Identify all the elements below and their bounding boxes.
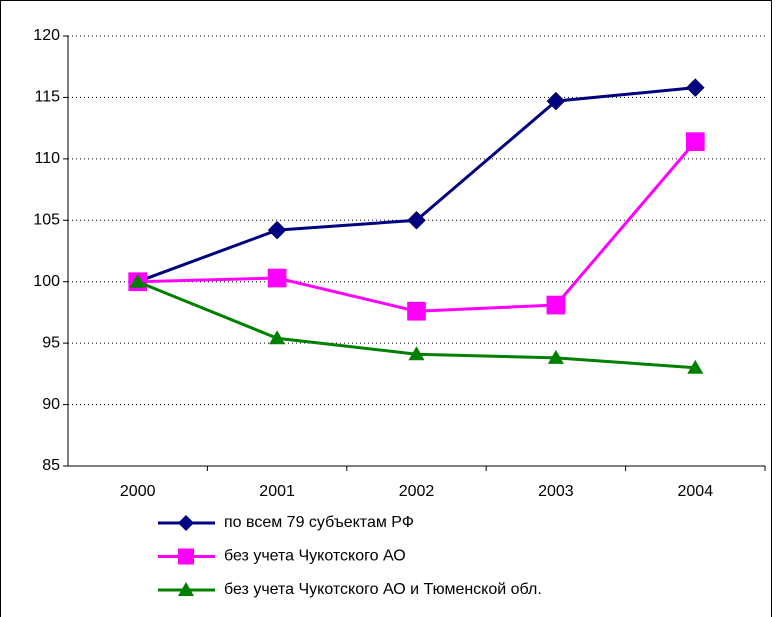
- y-tick-label: 105: [33, 212, 60, 229]
- marker: [267, 268, 287, 288]
- marker: [685, 132, 705, 152]
- x-tick-label: 2003: [538, 483, 574, 500]
- y-tick-label: 120: [33, 27, 60, 44]
- marker: [129, 273, 146, 288]
- y-tick-label: 110: [34, 150, 60, 167]
- x-tick-label: 2000: [120, 483, 156, 500]
- marker: [546, 295, 566, 315]
- legend-marker: [178, 548, 194, 565]
- marker: [685, 78, 705, 97]
- legend-label: без учета Чукотского АО: [224, 548, 406, 565]
- marker: [407, 301, 426, 321]
- marker: [687, 359, 704, 374]
- legend-label: без учета Чукотского АО и Тюменской обл.: [224, 581, 542, 598]
- y-tick-label: 90: [42, 396, 60, 413]
- y-tick-label: 85: [42, 457, 60, 474]
- marker: [267, 220, 287, 240]
- x-tick-label: 2001: [259, 483, 295, 500]
- y-tick-label: 95: [42, 334, 60, 351]
- x-tick-label: 2004: [678, 483, 714, 500]
- y-tick-label: 115: [34, 89, 60, 106]
- y-tick-label: 100: [33, 273, 60, 290]
- legend-marker: [178, 582, 194, 596]
- x-tick-label: 2002: [399, 483, 435, 500]
- marker: [408, 346, 425, 361]
- legend-marker: [178, 515, 194, 531]
- legend-label: по всем 79 субъектам РФ: [224, 514, 414, 531]
- marker: [407, 210, 426, 230]
- marker: [546, 91, 566, 111]
- marker: [269, 330, 286, 345]
- marker: [547, 349, 564, 364]
